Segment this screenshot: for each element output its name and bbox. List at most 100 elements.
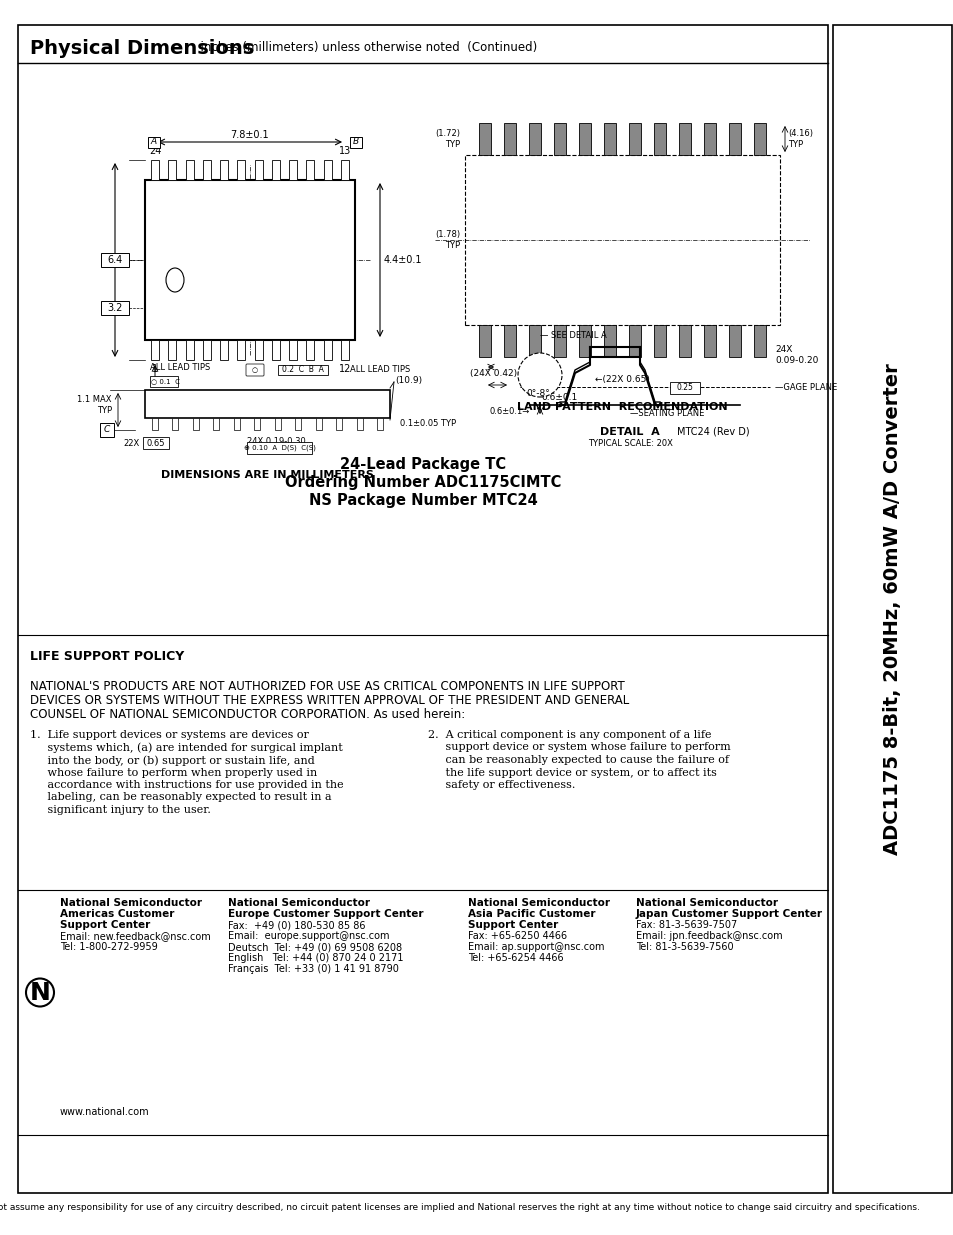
Text: —SEATING PLANE: —SEATING PLANE: [629, 409, 703, 417]
Text: Japan Customer Support Center: Japan Customer Support Center: [636, 909, 822, 919]
Text: 6.4: 6.4: [108, 254, 123, 266]
Text: DEVICES OR SYSTEMS WITHOUT THE EXPRESS WRITTEN APPROVAL OF THE PRESIDENT AND GEN: DEVICES OR SYSTEMS WITHOUT THE EXPRESS W…: [30, 694, 629, 706]
Bar: [832, 25, 951, 1193]
Text: 22X: 22X: [124, 438, 140, 447]
Bar: [185, 161, 193, 180]
Bar: [679, 325, 690, 357]
Bar: [247, 442, 313, 454]
Bar: [254, 417, 260, 430]
Bar: [18, 25, 827, 1193]
Bar: [168, 340, 176, 359]
Text: significant injury to the user.: significant injury to the user.: [30, 805, 211, 815]
Text: DETAIL  A: DETAIL A: [599, 427, 659, 437]
Bar: [628, 325, 640, 357]
Text: inches (millimeters) unless otherwise noted  (Continued): inches (millimeters) unless otherwise no…: [193, 42, 537, 54]
Bar: [150, 375, 178, 387]
Bar: [306, 161, 314, 180]
Text: labeling, can be reasonably expected to result in a: labeling, can be reasonably expected to …: [30, 793, 332, 803]
Bar: [654, 124, 665, 156]
Bar: [654, 325, 665, 357]
Bar: [603, 325, 616, 357]
Text: ←(22X 0.65): ←(22X 0.65): [595, 375, 649, 384]
Bar: [172, 417, 178, 430]
Text: DIMENSIONS ARE IN MILLIMETERS: DIMENSIONS ARE IN MILLIMETERS: [161, 471, 374, 480]
Text: 0.1±0.05 TYP: 0.1±0.05 TYP: [399, 420, 456, 429]
Text: COUNSEL OF NATIONAL SEMICONDUCTOR CORPORATION. As used herein:: COUNSEL OF NATIONAL SEMICONDUCTOR CORPOR…: [30, 708, 465, 721]
Text: Email: jpn.feedback@nsc.com: Email: jpn.feedback@nsc.com: [636, 931, 781, 941]
Bar: [728, 325, 740, 357]
Text: National does not assume any responsibility for use of any circuitry described, : National does not assume any responsibil…: [0, 1203, 919, 1212]
Bar: [213, 417, 219, 430]
Bar: [340, 340, 349, 359]
Text: National Semiconductor: National Semiconductor: [636, 898, 778, 908]
Text: 0.6±0.1→: 0.6±0.1→: [489, 406, 530, 415]
Bar: [274, 417, 280, 430]
Text: Tel: 1-800-272-9959: Tel: 1-800-272-9959: [60, 942, 157, 952]
Bar: [529, 124, 540, 156]
Text: ⊕ 0.10  A  D(S)  C(S): ⊕ 0.10 A D(S) C(S): [243, 445, 315, 451]
Text: B: B: [353, 137, 358, 147]
Bar: [376, 417, 382, 430]
Bar: [294, 417, 301, 430]
Text: 0.2  C  B  A: 0.2 C B A: [282, 366, 324, 374]
Text: — SEE DETAIL A: — SEE DETAIL A: [539, 331, 606, 340]
Bar: [193, 417, 199, 430]
Text: A: A: [151, 137, 157, 147]
Bar: [464, 156, 780, 325]
Bar: [289, 161, 297, 180]
Text: English   Tel: +44 (0) 870 24 0 2171: English Tel: +44 (0) 870 24 0 2171: [228, 953, 403, 963]
Bar: [254, 340, 262, 359]
Bar: [220, 161, 228, 180]
Bar: [669, 382, 700, 394]
Text: 24-Lead Package TC: 24-Lead Package TC: [339, 457, 505, 473]
Text: —GAGE PLANE: —GAGE PLANE: [774, 383, 837, 391]
Bar: [323, 340, 332, 359]
Bar: [323, 161, 332, 180]
Text: Europe Customer Support Center: Europe Customer Support Center: [228, 909, 423, 919]
Text: Tel: 81-3-5639-7560: Tel: 81-3-5639-7560: [636, 942, 733, 952]
Text: Ordering Number ADC1175CIMTC: Ordering Number ADC1175CIMTC: [285, 475, 560, 490]
Text: into the body, or (b) support or sustain life, and: into the body, or (b) support or sustain…: [30, 755, 314, 766]
Text: Tel: +65-6254 4466: Tel: +65-6254 4466: [468, 953, 563, 963]
Bar: [554, 325, 565, 357]
Bar: [101, 301, 129, 315]
Text: 13: 13: [338, 146, 351, 156]
Ellipse shape: [166, 268, 184, 291]
Text: ADC1175 8-Bit, 20MHz, 60mW A/D Converter: ADC1175 8-Bit, 20MHz, 60mW A/D Converter: [882, 363, 901, 855]
Text: 0.25: 0.25: [676, 384, 693, 393]
Bar: [728, 124, 740, 156]
Text: 1.  Life support devices or systems are devices or: 1. Life support devices or systems are d…: [30, 730, 309, 740]
Text: NATIONAL'S PRODUCTS ARE NOT AUTHORIZED FOR USE AS CRITICAL COMPONENTS IN LIFE SU: NATIONAL'S PRODUCTS ARE NOT AUTHORIZED F…: [30, 680, 624, 693]
Bar: [237, 340, 245, 359]
Circle shape: [26, 978, 54, 1007]
Bar: [628, 124, 640, 156]
Text: 0.65: 0.65: [147, 438, 165, 447]
Bar: [203, 161, 211, 180]
Bar: [340, 161, 349, 180]
Bar: [478, 124, 491, 156]
Text: Fax:  +49 (0) 180-530 85 86: Fax: +49 (0) 180-530 85 86: [228, 920, 365, 930]
Text: Physical Dimensions: Physical Dimensions: [30, 38, 254, 58]
Bar: [220, 340, 228, 359]
Text: 4.4±0.1: 4.4±0.1: [384, 254, 422, 266]
Text: NS Package Number MTC24: NS Package Number MTC24: [309, 494, 537, 509]
Bar: [101, 253, 129, 267]
Text: LIFE SUPPORT POLICY: LIFE SUPPORT POLICY: [30, 650, 184, 663]
Text: Fax: 81-3-5639-7507: Fax: 81-3-5639-7507: [636, 920, 737, 930]
Text: ALL LEAD TIPS: ALL LEAD TIPS: [150, 363, 210, 372]
Text: Email: ap.support@nsc.com: Email: ap.support@nsc.com: [468, 942, 604, 952]
Text: N: N: [30, 981, 51, 1004]
Bar: [335, 417, 342, 430]
Bar: [679, 124, 690, 156]
Text: ○: ○: [252, 367, 258, 373]
Bar: [315, 417, 321, 430]
Bar: [578, 124, 590, 156]
Text: LAND PATTERN  RECOMENDATION: LAND PATTERN RECOMENDATION: [517, 403, 727, 412]
Bar: [350, 137, 361, 148]
Text: National Semiconductor: National Semiconductor: [228, 898, 370, 908]
Bar: [143, 437, 169, 450]
Bar: [277, 366, 328, 375]
Text: www.national.com: www.national.com: [60, 1107, 150, 1116]
Bar: [529, 325, 540, 357]
Text: 1.1 MAX
TYP: 1.1 MAX TYP: [77, 395, 112, 415]
